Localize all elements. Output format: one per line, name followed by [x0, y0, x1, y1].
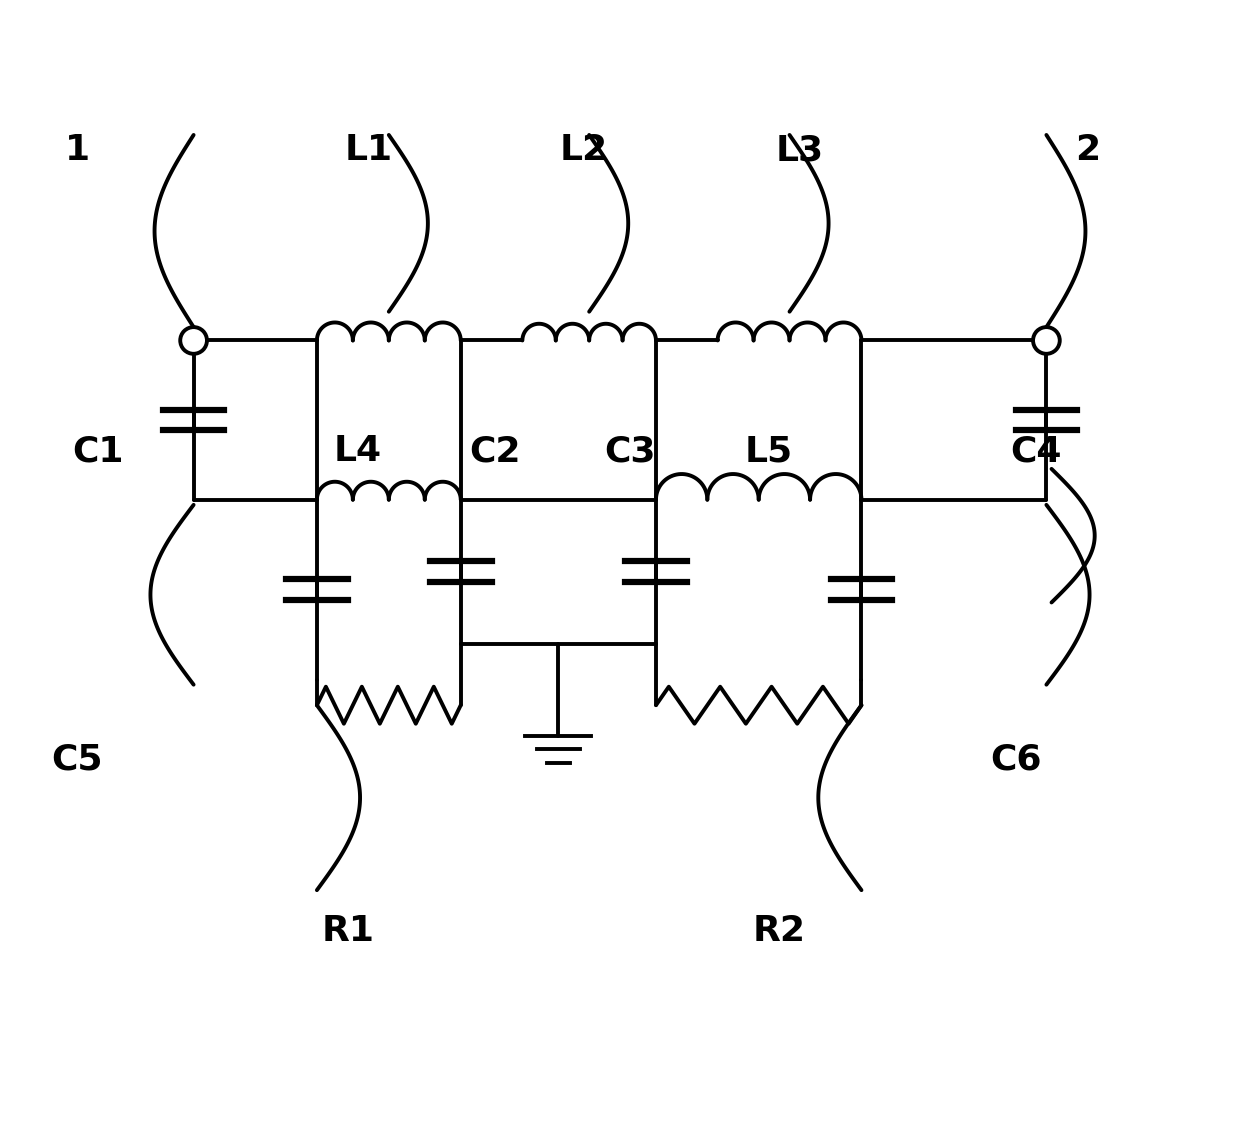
- Text: 1: 1: [64, 134, 91, 168]
- Text: L1: L1: [345, 134, 392, 168]
- Text: C4: C4: [1011, 434, 1061, 468]
- Text: C3: C3: [605, 434, 656, 468]
- Text: L2: L2: [560, 134, 608, 168]
- Text: C2: C2: [469, 434, 521, 468]
- Text: L5: L5: [745, 434, 794, 468]
- Text: L4: L4: [334, 434, 382, 468]
- Text: C1: C1: [72, 434, 124, 468]
- Text: 2: 2: [1075, 134, 1100, 168]
- Text: L3: L3: [776, 134, 823, 168]
- Text: C6: C6: [990, 742, 1042, 776]
- Text: R1: R1: [321, 914, 374, 948]
- Circle shape: [1033, 327, 1060, 353]
- Text: R2: R2: [753, 914, 806, 948]
- Text: C5: C5: [52, 742, 103, 776]
- Circle shape: [180, 327, 207, 353]
